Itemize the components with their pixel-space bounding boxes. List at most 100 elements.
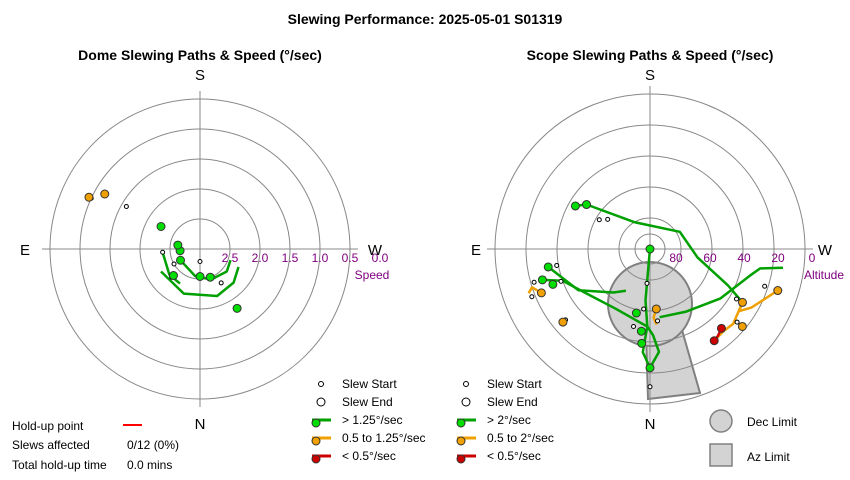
slew-end-marker-fast [637,338,647,348]
dome-legend-medium: 0.5 to 1.25°/sec [342,431,426,445]
scope-tick-label: 60 [703,251,717,265]
dome-title: Dome Slewing Paths & Speed (°/sec) [78,47,322,63]
dome-tick-label: 0.5 [342,251,359,265]
slew-start-marker [123,204,129,209]
dome-compass-n: N [195,416,206,433]
slew-end-marker-fast [548,279,558,289]
scope-tick-label: 40 [737,251,751,265]
scope-compass-e: E [471,242,481,259]
slew-end-marker-fast [173,240,183,250]
slew-start-marker [647,384,653,390]
scope-legend-slew-end: Slew End [487,395,538,409]
dome-compass-s: S [195,67,205,84]
slews-affected-label: Slews affected [12,438,90,452]
slew-path-fast [547,265,627,294]
legend-fast-marker [311,418,321,428]
slew-start-marker [762,283,768,289]
slew-path-fast [641,248,652,369]
slew-end-marker-fast [205,272,215,282]
slew-end-marker-medium [773,286,783,296]
dome-legend-fast: > 1.25°/sec [342,413,403,427]
holdup-point-label: Hold-up point [12,419,84,433]
slew-start-marker [558,278,564,284]
slew-start-marker [734,319,740,325]
slew-start-marker [160,249,166,255]
dome-radial-axis-label: Speed [355,268,390,282]
slew-end-marker-fast [645,244,655,254]
dome-tick-label: 2.0 [252,251,269,265]
legend-slew-start-marker [318,381,324,387]
slew-end-marker-fast [168,271,178,281]
slew-end-marker-medium [558,317,568,327]
slew-end-marker-fast [543,262,553,272]
legend-dec-limit: Dec Limit [747,415,798,429]
az-limit-swatch [709,443,733,467]
dome-tick-label: 1.5 [282,251,299,265]
slew-end-marker-slow [709,336,719,346]
scope-compass-w: W [818,242,833,259]
scope-legend: Slew Start Slew End > 2°/sec 0.5 to 2°/s… [456,377,798,467]
legend-medium-marker [311,436,321,446]
scope-tick-label: 80 [669,251,683,265]
dome-radial-ticks: 2.5 2.0 1.5 1.0 0.5 0.0 [222,251,389,265]
slew-end-marker-medium [536,288,546,298]
dome-legend: Slew Start Slew End > 1.25°/sec 0.5 to 1… [311,377,426,464]
slew-start-marker [218,280,224,286]
slew-end-marker-fast [176,255,186,265]
legend-slow-marker [456,454,466,464]
scope-tick-label: 20 [771,251,785,265]
total-holdup-label: Total hold-up time [12,458,107,472]
scope-radial-axis-label: Altitude [804,268,844,282]
slew-start-marker [171,261,177,267]
slew-end-marker-fast [156,222,166,231]
scope-limit-regions [607,261,702,401]
legend-slew-end-marker [461,397,471,407]
slew-start-marker [641,306,647,312]
slew-start-marker [655,318,661,324]
slew-start-marker [554,262,560,268]
dome-slew-paths [84,189,242,313]
scope-legend-slow: < 0.5°/sec [487,449,541,463]
slew-start-marker [596,217,602,223]
scope-compass-s: S [645,67,655,84]
legend-fast-marker [456,418,466,428]
dome-polar-grid [42,91,358,407]
slew-end-marker-fast [232,303,242,313]
dome-tick-label: 2.5 [222,251,239,265]
dome-tick-label: 1.0 [312,251,329,265]
dome-tick-label: 0.0 [372,251,389,265]
slew-end-marker-fast [537,275,547,285]
scope-tick-label: 0 [809,251,816,265]
slew-end-marker-medium [84,192,94,202]
slew-end-marker-medium [737,297,747,307]
slew-end-marker-slow [716,323,726,333]
scope-compass-n: N [645,416,656,433]
slew-end-marker-medium [651,304,661,314]
slew-end-marker-fast [570,201,580,211]
slew-end-marker-medium [100,189,110,199]
legend-az-limit: Az Limit [747,450,790,464]
holdup-summary: Hold-up point Slews affected 0/12 (0%) T… [12,419,179,472]
slew-start-marker [644,280,650,286]
slew-end-marker-fast [631,308,641,318]
dome-compass-e: E [20,242,30,259]
dome-compass-w: W [368,242,383,259]
slew-end-marker-fast [645,363,655,373]
slew-start-marker [605,216,611,222]
slew-path-fast [160,266,240,298]
dome-legend-slew-start: Slew Start [342,377,397,391]
scope-slew-paths [527,200,784,390]
slew-start-marker [531,279,537,285]
slew-end-marker-fast [636,326,646,336]
scope-legend-slew-start: Slew Start [487,377,542,391]
slew-start-marker [734,296,740,302]
slew-start-marker [197,259,203,264]
scope-title: Scope Slewing Paths & Speed (°/sec) [527,47,774,63]
scope-legend-medium: 0.5 to 2°/sec [487,431,554,445]
slew-end-marker-medium [737,321,747,331]
slew-start-marker [631,323,637,329]
figure-title: Slewing Performance: 2025-05-01 S01319 [288,11,563,27]
scope-legend-fast: > 2°/sec [487,413,531,427]
